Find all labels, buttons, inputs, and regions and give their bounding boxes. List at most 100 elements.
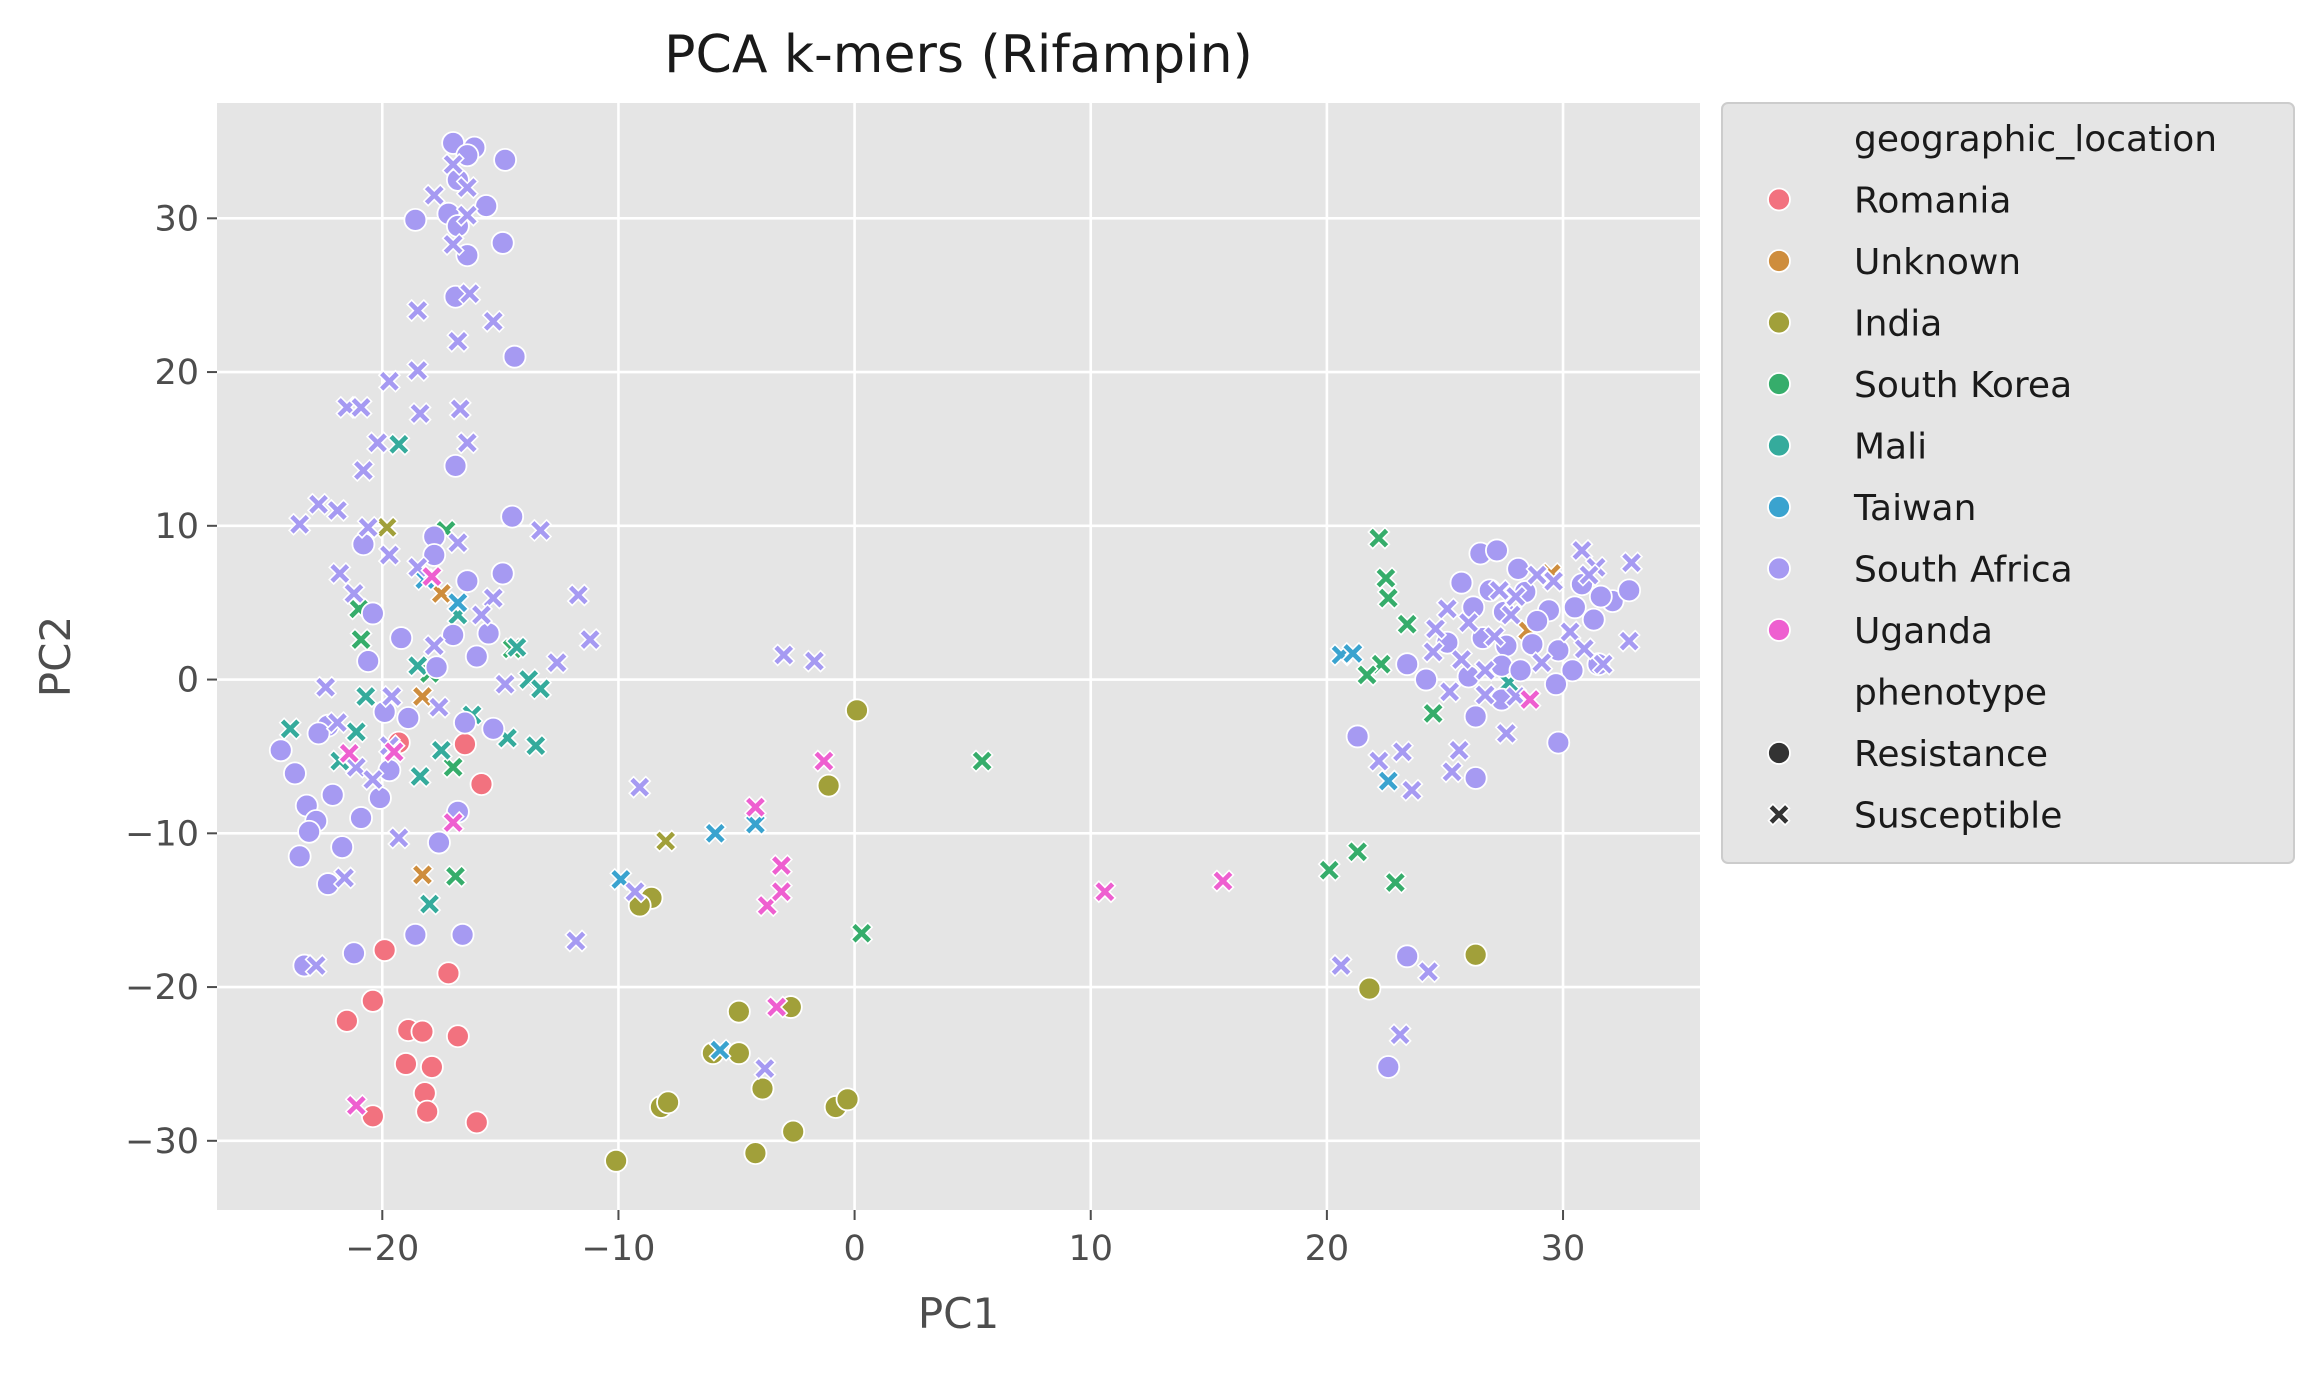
- point-susceptible: [708, 1038, 732, 1062]
- point-susceptible: [332, 866, 357, 890]
- point-susceptible: [288, 512, 312, 536]
- point-susceptible: [545, 651, 569, 675]
- point-resistance: [287, 844, 312, 869]
- point-susceptible: [765, 995, 789, 1019]
- point-susceptible: [408, 764, 432, 789]
- point-susceptible: [441, 755, 465, 779]
- point-susceptible: [1374, 566, 1398, 590]
- point-susceptible: [441, 810, 465, 835]
- point-resistance: [1617, 578, 1642, 603]
- point-resistance: [297, 819, 321, 844]
- legend-marker-romania: [1767, 187, 1791, 212]
- point-susceptible: [1456, 611, 1481, 635]
- point-susceptible: [1482, 624, 1507, 649]
- series-romania: [334, 730, 494, 1135]
- y-tick-label: 20: [154, 353, 199, 393]
- point-resistance: [743, 1141, 768, 1166]
- point-susceptible: [623, 880, 647, 904]
- point-susceptible: [566, 583, 590, 607]
- legend-label: Unknown: [1854, 242, 2021, 283]
- y-tick-label: −10: [125, 814, 199, 854]
- point-susceptible: [408, 401, 432, 426]
- point-resistance: [502, 344, 527, 369]
- x-axis-label: PC1: [918, 1289, 999, 1338]
- point-resistance: [1525, 609, 1549, 634]
- point-susceptible: [1367, 526, 1391, 550]
- point-susceptible: [1447, 738, 1471, 762]
- point-susceptible: [743, 795, 768, 819]
- x-tick-label: 30: [1541, 1229, 1586, 1269]
- point-susceptible: [1518, 687, 1542, 712]
- point-resistance: [1345, 724, 1370, 749]
- point-susceptible: [970, 749, 994, 773]
- point-resistance: [283, 761, 307, 786]
- point-susceptible: [325, 498, 350, 523]
- point-resistance: [656, 1090, 680, 1115]
- y-tick-label: −20: [125, 968, 199, 1008]
- x-tick-label: −20: [345, 1229, 419, 1269]
- point-susceptible: [1416, 960, 1441, 984]
- legend-marker-uganda: [1767, 618, 1791, 642]
- point-susceptible: [524, 734, 548, 758]
- point-susceptible: [1473, 683, 1497, 707]
- point-resistance: [443, 453, 468, 478]
- point-resistance: [1376, 1055, 1401, 1079]
- point-resistance: [1562, 595, 1587, 620]
- point-resistance: [306, 721, 331, 746]
- point-resistance: [368, 786, 392, 810]
- point-susceptible: [1390, 740, 1415, 764]
- point-resistance: [450, 922, 475, 947]
- point-susceptible: [1499, 603, 1523, 627]
- point-susceptible: [351, 458, 376, 483]
- point-resistance: [1508, 658, 1533, 683]
- point-susceptible: [1570, 538, 1594, 563]
- point-susceptible: [278, 717, 302, 741]
- point-resistance: [453, 710, 477, 735]
- point-resistance: [410, 1019, 435, 1044]
- point-susceptible: [446, 329, 470, 353]
- point-susceptible: [304, 953, 328, 978]
- point-resistance: [360, 1104, 385, 1129]
- point-resistance: [342, 941, 366, 966]
- x-tick-label: 0: [843, 1229, 865, 1269]
- point-susceptible: [1367, 749, 1391, 773]
- point-susceptible: [850, 921, 874, 945]
- legend-label: Resistance: [1854, 734, 2048, 775]
- legend-label: India: [1854, 304, 1942, 345]
- point-susceptible: [406, 298, 430, 323]
- legend-marker-south-africa: [1767, 556, 1791, 581]
- point-susceptible: [1449, 647, 1474, 672]
- x-tick-label: −10: [582, 1229, 656, 1269]
- point-susceptible: [377, 543, 402, 567]
- point-susceptible: [1440, 760, 1464, 784]
- point-susceptible: [387, 826, 411, 850]
- series-uganda: [337, 564, 1542, 1118]
- point-resistance: [490, 231, 515, 255]
- point-resistance: [330, 835, 355, 860]
- point-resistance: [469, 772, 494, 797]
- point-susceptible: [1211, 869, 1235, 893]
- point-susceptible: [1525, 563, 1549, 587]
- point-susceptible: [422, 634, 446, 658]
- point-susceptible: [493, 672, 517, 696]
- point-resistance: [360, 601, 385, 626]
- point-susceptible: [387, 432, 411, 456]
- legend-marker-unknown: [1767, 249, 1791, 273]
- point-susceptible: [344, 1093, 368, 1118]
- point-susceptible: [455, 203, 479, 227]
- point-susceptible: [1341, 641, 1365, 666]
- point-resistance: [389, 626, 414, 650]
- point-susceptible: [446, 591, 470, 615]
- data-points: [268, 131, 1644, 1173]
- point-susceptible: [458, 282, 482, 306]
- axis-ticks: −20 −10 0 10 20 30 −30 −20 −10 0 10 20 30: [125, 199, 1585, 1269]
- point-susceptible: [769, 880, 794, 904]
- point-resistance: [360, 989, 385, 1013]
- series-india: [375, 515, 1488, 1173]
- point-resistance: [334, 1008, 359, 1033]
- legend-marker-circle: [1767, 741, 1791, 765]
- point-susceptible: [1376, 769, 1400, 793]
- point-resistance: [445, 1024, 470, 1049]
- point-susceptible: [1355, 663, 1379, 687]
